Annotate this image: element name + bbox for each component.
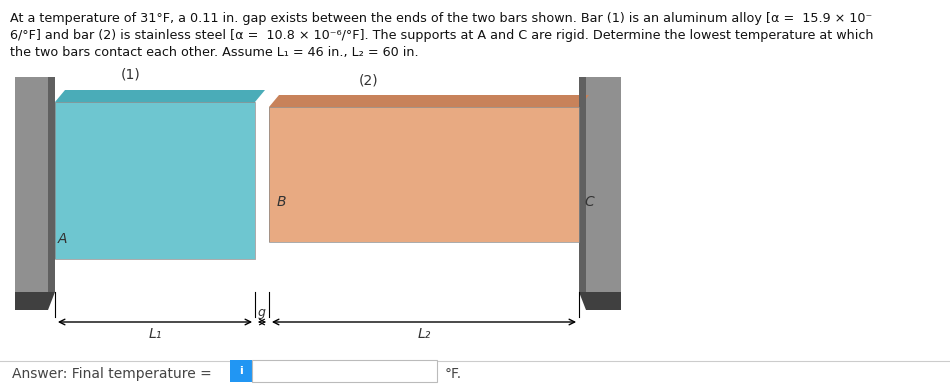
Bar	[269, 107, 579, 242]
Bar	[579, 77, 621, 292]
Text: At a temperature of 31°F, a 0.11 in. gap exists between the ends of the two bars: At a temperature of 31°F, a 0.11 in. gap…	[10, 12, 872, 25]
Text: g: g	[258, 306, 266, 319]
Text: B: B	[277, 195, 287, 209]
Text: C: C	[584, 195, 594, 209]
Polygon shape	[15, 292, 55, 310]
Polygon shape	[269, 95, 589, 107]
Bar	[55, 102, 255, 259]
Text: Answer: Final temperature =: Answer: Final temperature =	[12, 367, 217, 381]
Text: the two bars contact each other. Assume L₁ = 46 in., L₂ = 60 in.: the two bars contact each other. Assume …	[10, 46, 419, 59]
Text: °F.: °F.	[445, 367, 462, 381]
Text: A: A	[58, 232, 67, 246]
Text: (2): (2)	[358, 73, 378, 87]
Bar	[269, 107, 579, 242]
Text: (1): (1)	[122, 68, 141, 82]
Text: L₂: L₂	[417, 327, 430, 341]
Text: L₁: L₁	[148, 327, 162, 341]
Text: 6/°F] and bar (2) is stainless steel [α =  10.8 × 10⁻⁶/°F]. The supports at A an: 6/°F] and bar (2) is stainless steel [α …	[10, 29, 873, 42]
Bar	[252, 360, 437, 382]
Text: i: i	[239, 366, 243, 376]
Polygon shape	[579, 292, 621, 310]
Bar	[48, 77, 55, 292]
Polygon shape	[55, 90, 265, 102]
Bar	[55, 102, 255, 259]
Bar	[15, 77, 55, 292]
Bar	[230, 360, 252, 382]
Bar	[579, 77, 586, 292]
